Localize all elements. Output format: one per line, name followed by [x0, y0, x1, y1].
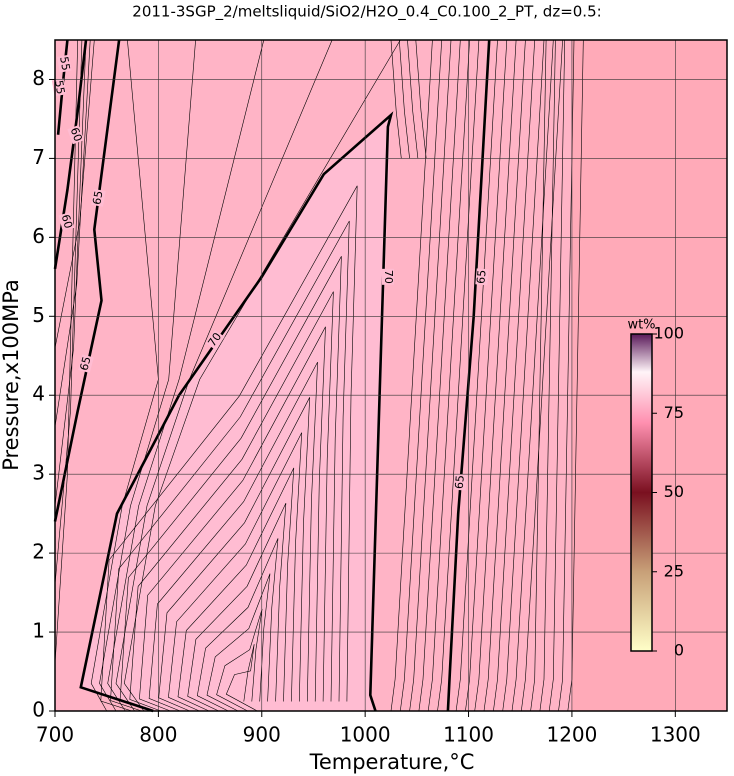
contour-line [115, 39, 333, 712]
y-tick-label: 3 [32, 461, 45, 485]
contour-label: 70 [382, 270, 395, 284]
contour-line [54, 39, 83, 585]
contour-label: 60 [59, 213, 75, 230]
colorbar-tick-label: 50 [664, 482, 684, 501]
x-tick-label: 1000 [340, 723, 391, 747]
contour-line [177, 467, 295, 712]
contour-label: 65 [474, 269, 488, 284]
colorbar-tick-label: 75 [664, 403, 684, 422]
contour-line [399, 39, 410, 159]
y-tick-label: 5 [32, 303, 45, 327]
contour-line [54, 39, 87, 506]
y-tick-label: 2 [32, 540, 45, 564]
contour-line [54, 39, 91, 427]
contour-label: 55 [57, 56, 72, 72]
y-tick-label: 6 [32, 224, 45, 248]
contour-line [225, 644, 258, 712]
contour-line [558, 39, 575, 712]
contour-label-bg [475, 268, 489, 286]
y-tick-label: 0 [32, 698, 45, 722]
contour-line [400, 39, 442, 712]
colorbar [630, 333, 653, 652]
contour-line [409, 39, 452, 712]
contour-label-bg [58, 212, 75, 231]
contour-line [390, 39, 402, 159]
x-tick-label: 1300 [650, 723, 701, 747]
contour-label: 55 [52, 79, 67, 95]
contour-label: 65 [453, 474, 467, 489]
contour-line [511, 39, 554, 712]
contour-line-major [53, 39, 88, 270]
colorbar-label: wt% [627, 318, 655, 333]
contour-line [455, 39, 498, 712]
contour-line [539, 39, 556, 712]
contour-line [465, 39, 508, 712]
contour-line [196, 538, 279, 712]
x-axis-label: Temperature,°C [309, 750, 475, 774]
contour-label-bg [78, 354, 94, 373]
contour-line [530, 39, 547, 712]
contour-line-major [79, 111, 394, 713]
contour-line [148, 361, 318, 712]
y-tick-label: 8 [32, 66, 45, 90]
contour-label-bg [205, 329, 225, 350]
contour-line [407, 39, 419, 159]
contour-line [493, 39, 535, 712]
chart-title: 2011-3SGP_2/meltsliquid/SiO2/H2O_0.4_C0.… [132, 3, 601, 22]
x-tick-label: 900 [243, 723, 281, 747]
contour-line [168, 432, 302, 712]
contour-line [521, 39, 563, 712]
contour-line [418, 39, 461, 712]
x-tick-label: 800 [139, 723, 177, 747]
contour-label-bg [57, 54, 72, 73]
x-tick-label: 700 [36, 723, 74, 747]
contour-label: 65 [90, 190, 105, 206]
contour-line-major [53, 39, 121, 522]
contour-line [548, 39, 565, 712]
x-tick-label: 1100 [443, 723, 494, 747]
contour-line [129, 291, 334, 712]
contour-line [502, 39, 545, 712]
contour-line [187, 502, 287, 712]
contour-label-bg [381, 268, 394, 285]
contour-line-major [446, 39, 491, 712]
contour-line [107, 39, 265, 712]
contour-label-bg [453, 473, 467, 491]
contour-line [110, 220, 350, 712]
contour-line [123, 39, 401, 712]
y-axis-label: Pressure,x100MPa [0, 279, 23, 471]
y-tick-label: 7 [32, 145, 45, 169]
contour-label-bg [67, 125, 85, 145]
colorbar-tick-label: 25 [664, 561, 684, 580]
contour-line [427, 39, 470, 712]
contour-line [216, 608, 263, 712]
x-tick-label: 1200 [546, 723, 597, 747]
contour-label-bg [91, 188, 106, 207]
colorbar-tick-label: 100 [653, 324, 684, 343]
contour-line [54, 39, 95, 348]
y-tick-label: 4 [32, 382, 45, 406]
contour-label: 65 [77, 355, 93, 372]
contour-line [415, 39, 427, 159]
contour-line [483, 39, 526, 712]
contour-line [158, 397, 310, 712]
contour-line [390, 39, 433, 712]
contour-line [474, 39, 517, 712]
plot-frame [54, 39, 728, 712]
contour-label: 60 [68, 126, 85, 144]
contour-line [437, 39, 480, 712]
contour-line [139, 326, 326, 712]
y-tick-label: 1 [32, 619, 45, 643]
colorbar-tick-label: 0 [674, 641, 684, 660]
contour-line [206, 573, 271, 712]
contour-line [99, 39, 196, 712]
